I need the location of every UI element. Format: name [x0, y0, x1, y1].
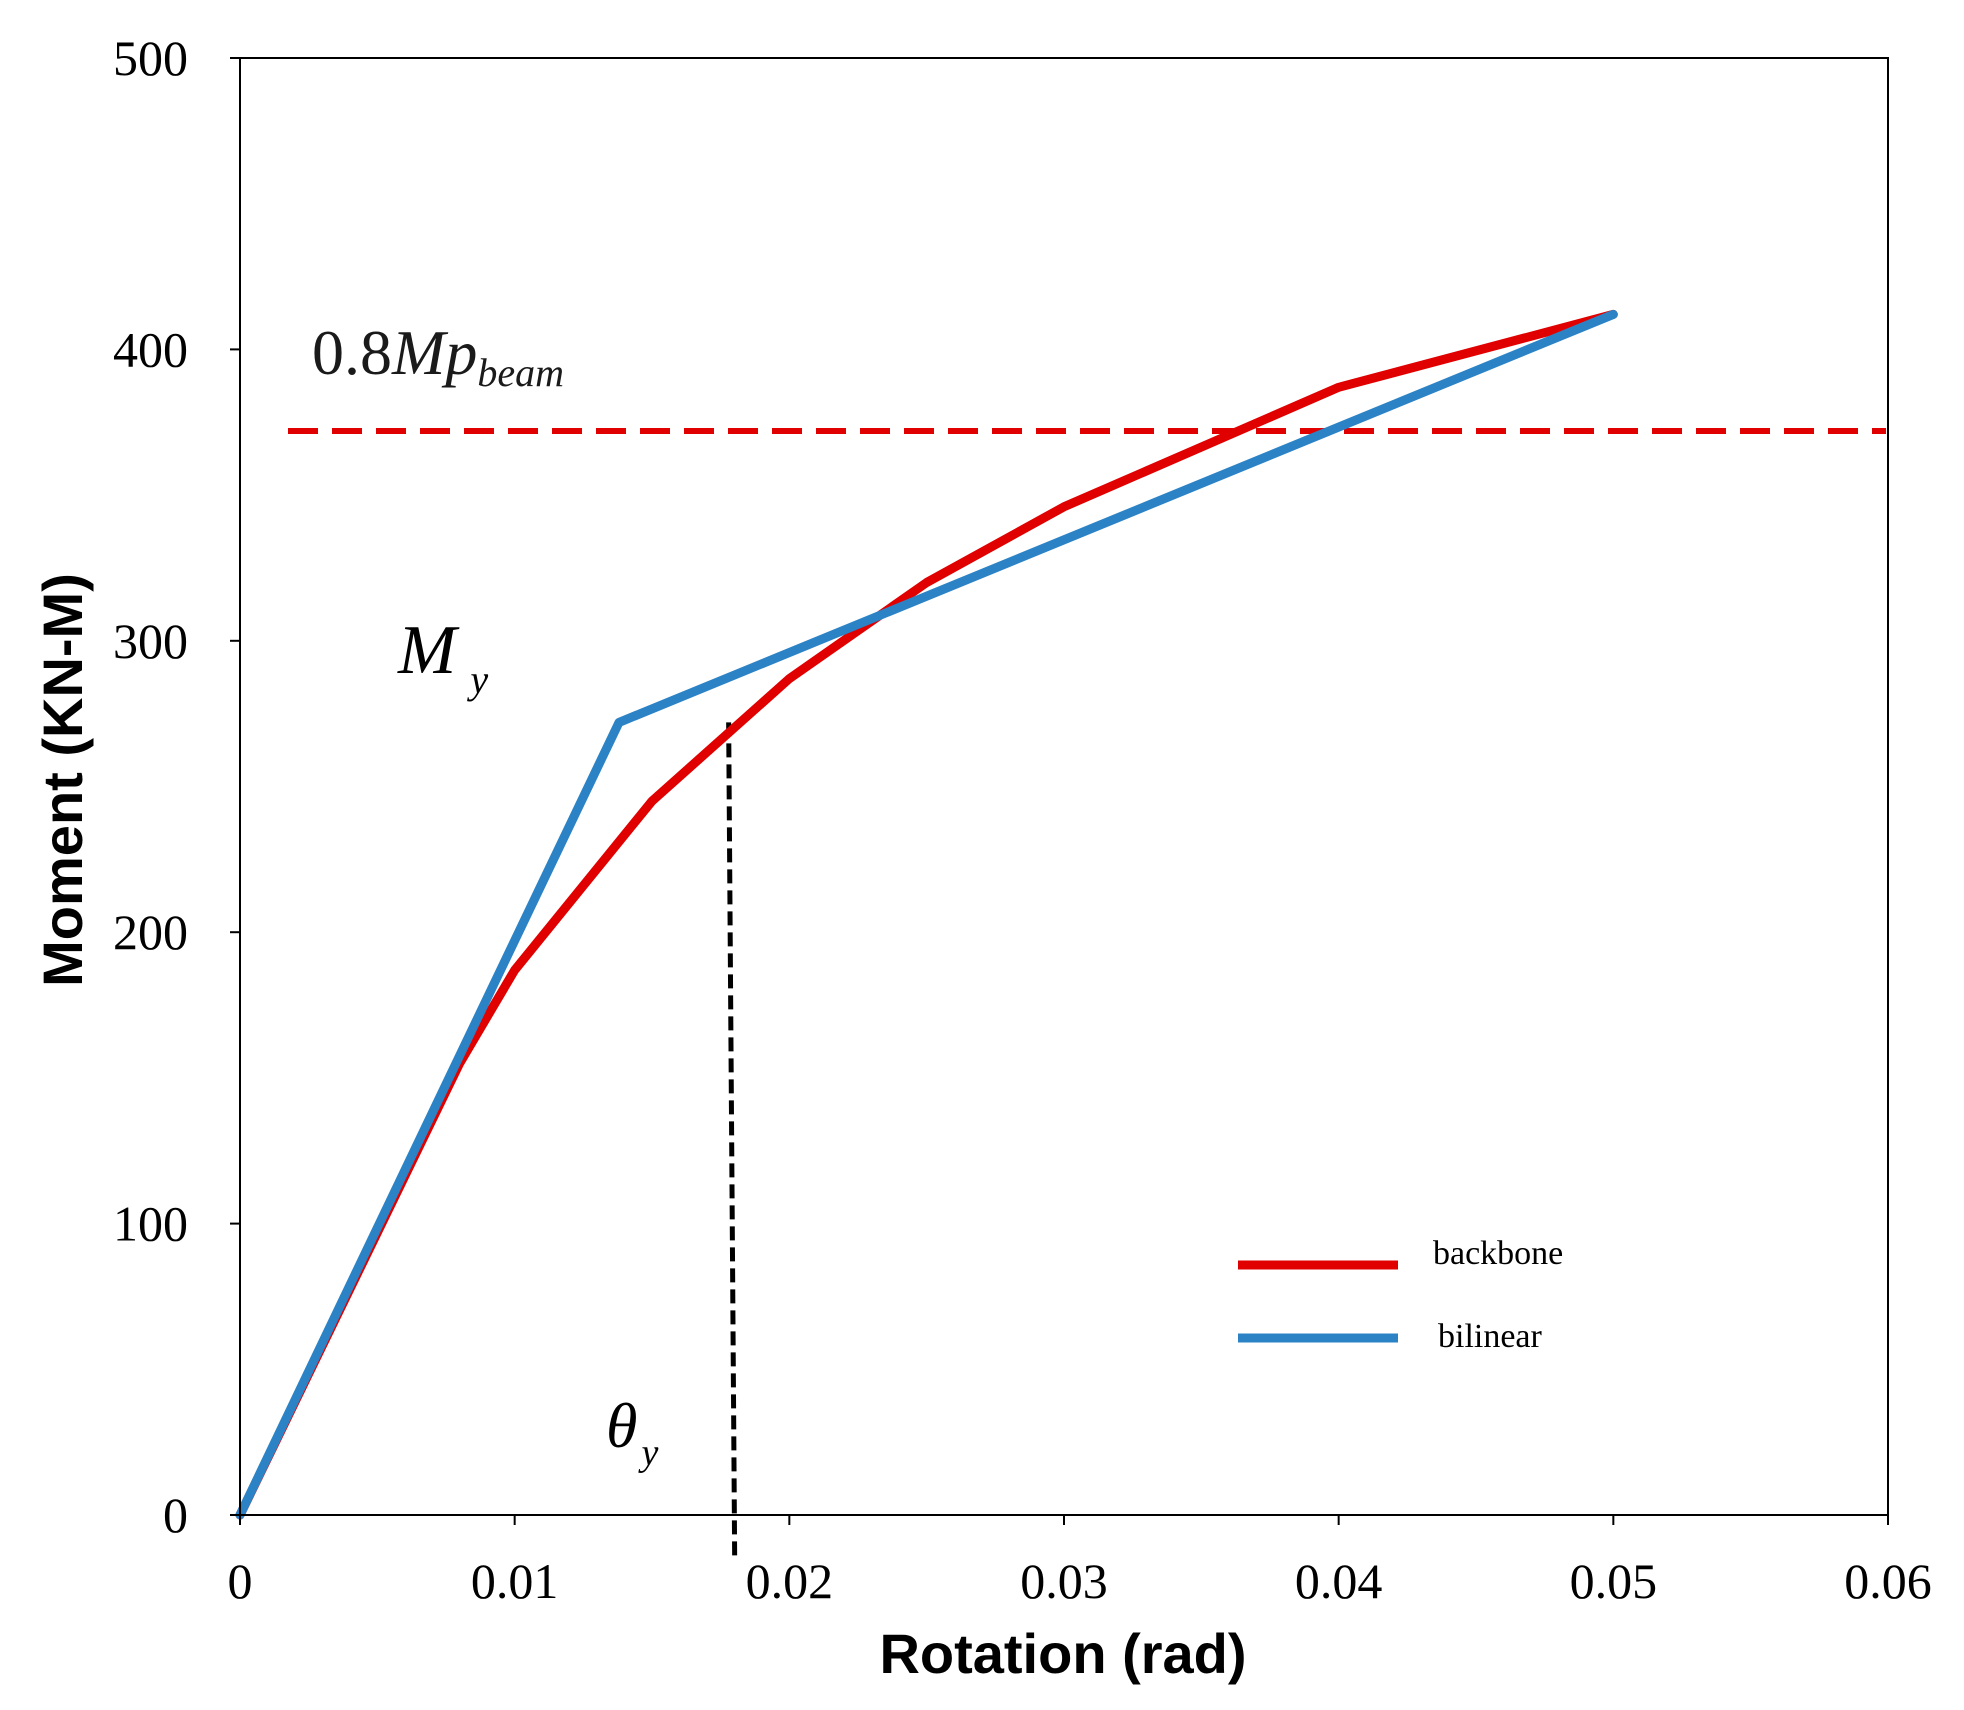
theta-y-reference-line	[726, 722, 738, 1556]
y-tick-label: 0	[163, 1487, 188, 1543]
x-axis-title: Rotation (rad)	[879, 1622, 1246, 1685]
reference-lines	[288, 427, 1886, 1556]
axes	[230, 57, 1889, 1525]
y-tick-label: 100	[113, 1196, 188, 1252]
x-tick-label: 0	[228, 1553, 253, 1609]
y-tick-label: 200	[113, 904, 188, 960]
legend: backbone bilinear	[1238, 1235, 1563, 1355]
y-tick-label: 500	[113, 30, 188, 86]
legend-label-bilinear: bilinear	[1438, 1318, 1543, 1355]
x-tick-label: 0.05	[1570, 1553, 1658, 1609]
y-axis-title: Moment (KN-M)	[31, 573, 94, 987]
legend-label-backbone: backbone	[1433, 1235, 1563, 1272]
data-series	[235, 309, 1618, 1520]
x-tick-label: 0.01	[471, 1553, 559, 1609]
x-tick-label: 0.04	[1295, 1553, 1383, 1609]
y-tick-label: 300	[113, 613, 188, 669]
y-tick-label: 400	[113, 321, 188, 377]
x-tick-label: 0.06	[1844, 1553, 1932, 1609]
mp-beam-annotation: 0.8Mpbeam	[312, 317, 564, 395]
x-tick-label: 0.02	[746, 1553, 834, 1609]
x-tick-label: 0.03	[1020, 1553, 1108, 1609]
tick-labels: 0 0.01 0.02 0.03 0.04 0.05 0.06 0 100 200 300 400 50…	[113, 30, 1932, 1609]
